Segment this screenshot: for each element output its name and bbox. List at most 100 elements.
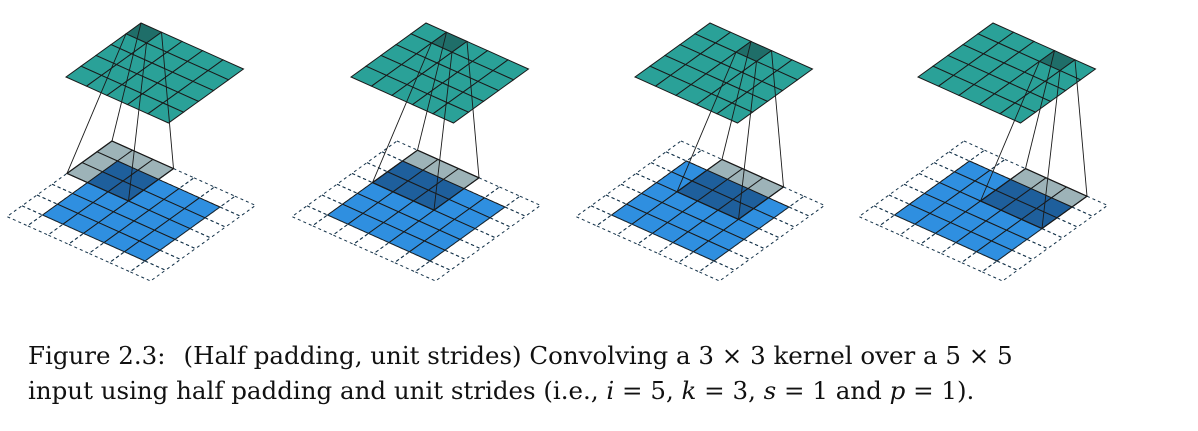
padding-cell (219, 195, 257, 217)
panel-1 (6, 22, 257, 282)
projection-line (111, 22, 142, 142)
padding-cell (204, 206, 242, 228)
input-grid (291, 140, 542, 282)
padding-cell (351, 162, 389, 184)
padding-cell (1071, 195, 1109, 217)
caption-text-1: (Half padding, unit strides) Convolving … (183, 341, 1013, 370)
output-grid (65, 22, 245, 124)
padding-cell (903, 172, 941, 194)
padding-cell (178, 177, 216, 199)
panel-3 (575, 22, 826, 282)
padding-cell (463, 177, 501, 199)
padding-cell (698, 260, 736, 282)
figure-caption: Figure 2.3: (Half padding, unit strides) … (28, 338, 1178, 408)
padding-cell (381, 140, 419, 162)
padding-cell (1056, 206, 1094, 228)
padding-cell (616, 223, 654, 245)
padding-cell (21, 194, 59, 216)
projection-line (161, 32, 174, 169)
input-grid (575, 140, 826, 282)
projection-line (721, 41, 752, 160)
padding-cell (108, 251, 146, 273)
symbol-k: k (681, 376, 697, 405)
projection-line (372, 42, 432, 183)
value-i: = 5, (614, 376, 682, 405)
padding-cell (713, 249, 751, 271)
padding-cell (306, 194, 344, 216)
caption-line-2: input using half padding and unit stride… (28, 373, 1178, 408)
padding-cell (878, 214, 916, 236)
input-grid (858, 140, 1109, 282)
padding-cell (933, 151, 971, 173)
padding-cell (728, 238, 766, 260)
projection-line (676, 52, 737, 192)
padding-cell (489, 206, 527, 228)
padding-cell (474, 217, 512, 239)
padding-cell (429, 249, 467, 271)
padding-cell (919, 232, 957, 254)
symbol-i: i (606, 376, 615, 405)
output-cell (432, 102, 470, 124)
value-s: = 1 and (776, 376, 890, 405)
padding-cell (605, 183, 643, 205)
panel-2 (291, 22, 542, 282)
padding-cell (1041, 217, 1079, 239)
padding-cell (620, 172, 658, 194)
input-grid (6, 140, 257, 282)
caption-label: Figure 2.3: (28, 341, 166, 370)
padding-cell (918, 162, 956, 184)
padding-cell (321, 183, 359, 205)
padding-cell (366, 151, 404, 173)
padding-cell (459, 228, 497, 250)
output-grid (917, 22, 1097, 124)
padding-cell (575, 205, 613, 227)
projection-line (66, 33, 127, 174)
output-cell (147, 102, 185, 124)
value-k: = 3, (696, 376, 764, 405)
padding-cell (767, 186, 805, 208)
value-p: = 1). (905, 376, 975, 405)
projection-line (1025, 50, 1055, 169)
padding-cell (198, 186, 236, 208)
padding-cell (373, 242, 411, 264)
output-grid (634, 22, 814, 124)
padding-cell (483, 186, 521, 208)
padding-cell (26, 214, 64, 236)
padding-cell (873, 194, 911, 216)
padding-cell (504, 195, 542, 217)
padding-cell (960, 251, 998, 273)
projection-line (1041, 70, 1061, 229)
padding-cell (590, 194, 628, 216)
padding-cell (948, 140, 986, 162)
padding-cell (650, 151, 688, 173)
padding-cell (414, 260, 452, 282)
projection-line (771, 50, 784, 188)
padding-cell (940, 242, 978, 264)
padding-cell (981, 260, 1019, 282)
projection-line (128, 42, 147, 202)
padding-cell (174, 228, 212, 250)
projection-line (1074, 59, 1088, 197)
padding-cell (6, 205, 44, 227)
projection-line (433, 52, 453, 211)
symbol-p: p (889, 376, 906, 405)
padding-cell (636, 232, 674, 254)
padding-cell (88, 242, 126, 264)
padding-cell (352, 232, 390, 254)
padding-cell (657, 242, 695, 264)
convolution-figure (6, 22, 1109, 282)
padding-cell (157, 168, 195, 190)
padding-cell (1011, 238, 1049, 260)
padding-cell (635, 162, 673, 184)
projection-line (417, 32, 447, 151)
panel-4 (858, 22, 1109, 282)
padding-cell (291, 205, 329, 227)
padding-cell (685, 149, 723, 171)
output-cell (716, 102, 754, 124)
padding-cell (67, 232, 105, 254)
padding-cell (595, 214, 633, 236)
padding-cell (393, 251, 431, 273)
padding-cell (332, 223, 370, 245)
symbol-s: s (763, 376, 777, 405)
padding-cell (1026, 228, 1064, 250)
